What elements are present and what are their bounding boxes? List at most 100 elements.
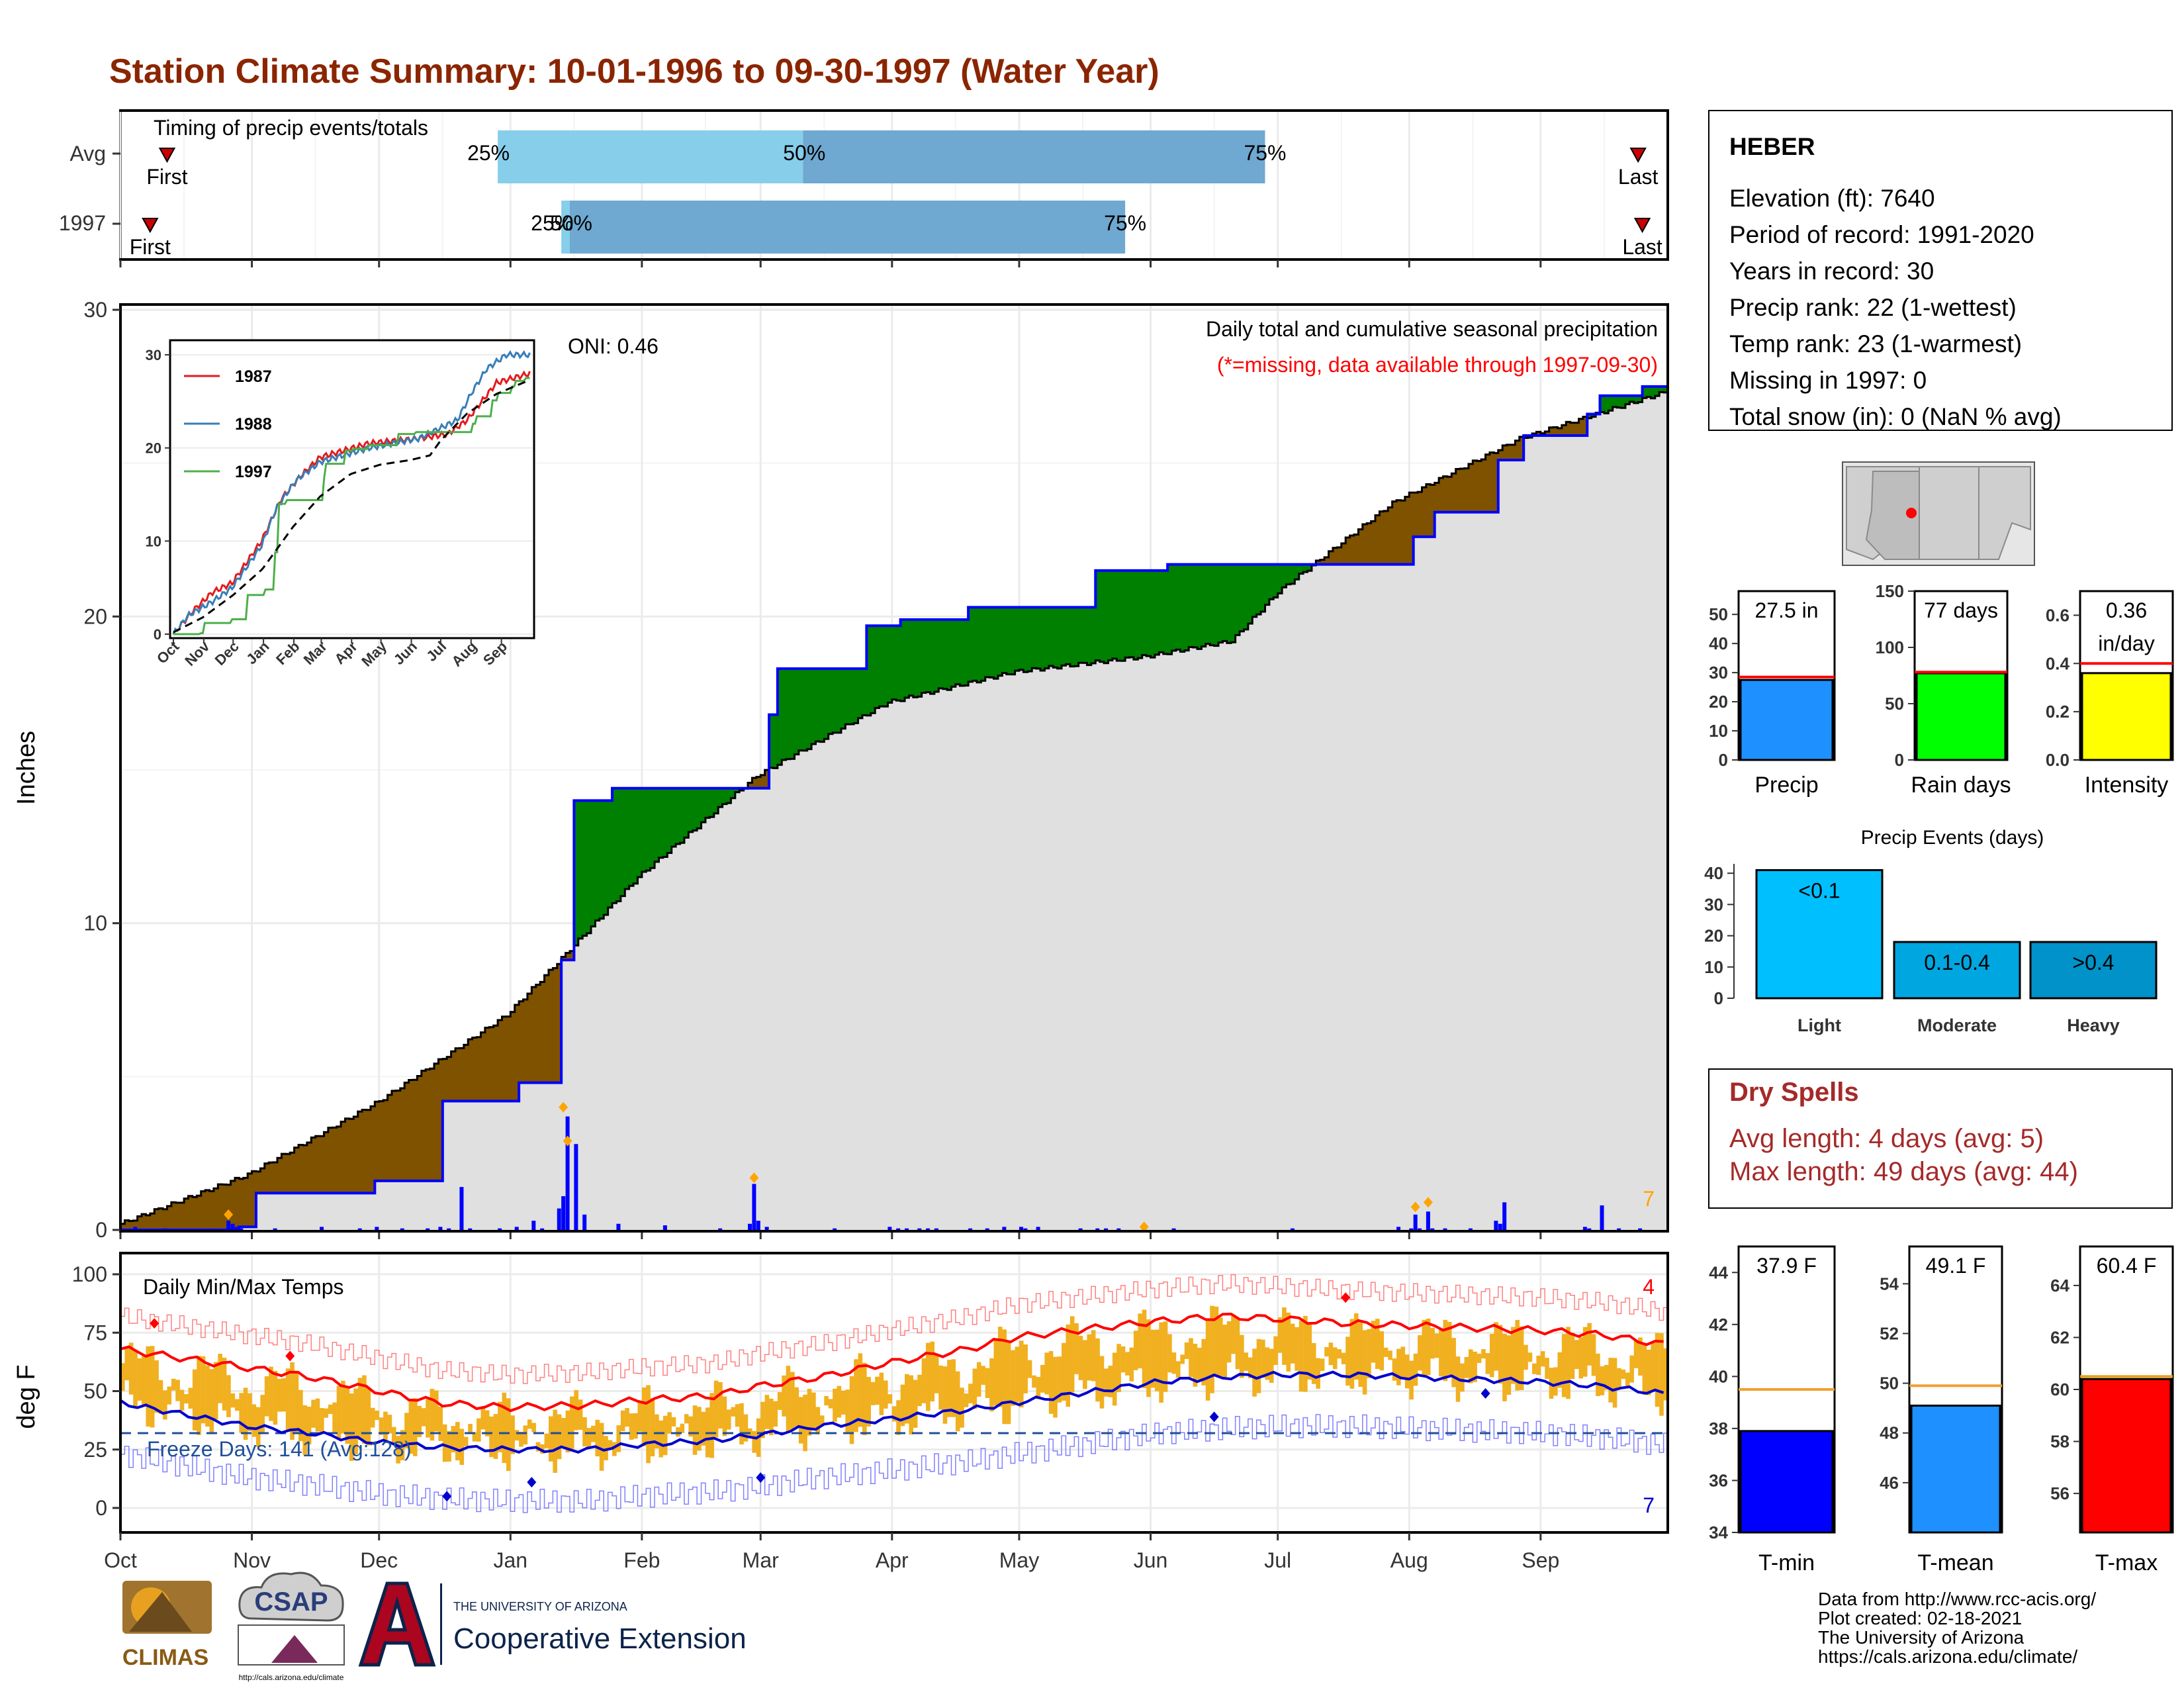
below-avg-fill bbox=[197, 1196, 202, 1230]
daily-temp-bar bbox=[637, 1401, 643, 1432]
mini-panel-tick-label: 42 bbox=[1709, 1315, 1728, 1335]
daily-temp-bar bbox=[595, 1419, 600, 1457]
daily-temp-bar bbox=[222, 1357, 227, 1411]
daily-temp-bar bbox=[527, 1419, 532, 1429]
mini-panel-tick-label: 0.0 bbox=[2046, 750, 2070, 770]
mini-panel-tick-label: 54 bbox=[1880, 1274, 1899, 1293]
daily-temp-bar bbox=[828, 1399, 833, 1409]
daily-temp-bar bbox=[798, 1397, 803, 1444]
daily-precip-bar bbox=[273, 1228, 277, 1230]
daily-temp-bar bbox=[540, 1444, 545, 1454]
above-avg-fill bbox=[731, 788, 736, 798]
below-avg-fill bbox=[764, 770, 770, 788]
above-avg-fill bbox=[1175, 564, 1181, 650]
daily-temp-bar bbox=[396, 1436, 400, 1464]
below-avg-fill bbox=[1519, 436, 1524, 461]
daily-precip-bar bbox=[934, 1228, 938, 1230]
above-avg-fill bbox=[1087, 607, 1092, 665]
daily-precip-bar bbox=[498, 1228, 502, 1230]
above-avg-fill bbox=[1633, 395, 1639, 403]
above-avg-fill bbox=[1265, 564, 1270, 605]
last-event-marker bbox=[1629, 148, 1647, 164]
above-avg-fill bbox=[726, 788, 731, 804]
above-avg-fill bbox=[659, 788, 664, 858]
mini-panel-label: T-min bbox=[1758, 1550, 1815, 1575]
daily-temp-bar bbox=[1116, 1344, 1121, 1393]
daily-temp-bar bbox=[1163, 1321, 1168, 1392]
station-period: Period of record: 1991-2020 bbox=[1729, 221, 2034, 248]
daily-temp-bar bbox=[290, 1362, 295, 1440]
daily-precip-bar bbox=[896, 1228, 901, 1230]
daily-temp-bar bbox=[332, 1402, 337, 1432]
above-avg-fill bbox=[1222, 564, 1228, 641]
climas-mountain-icon bbox=[129, 1592, 192, 1632]
daily-temp-bar bbox=[1040, 1364, 1045, 1393]
daily-temp-bar bbox=[561, 1418, 566, 1447]
daily-temp-bar bbox=[1099, 1356, 1105, 1409]
below-avg-fill bbox=[205, 1190, 210, 1230]
below-avg-fill bbox=[1353, 534, 1359, 565]
daily-temp-bar bbox=[404, 1413, 409, 1448]
below-avg-fill bbox=[1341, 543, 1346, 565]
daily-temp-bar bbox=[790, 1372, 795, 1430]
below-avg-fill bbox=[315, 1136, 320, 1194]
daily-temp-bar bbox=[553, 1409, 557, 1473]
events-bar-label: >0.4 bbox=[2072, 951, 2114, 974]
daily-temp-bar bbox=[1612, 1358, 1617, 1408]
daily-precip-bar bbox=[320, 1227, 324, 1230]
events-bar bbox=[2029, 941, 2158, 1000]
above-avg-fill bbox=[1116, 570, 1122, 661]
daily-temp-bar bbox=[426, 1399, 430, 1438]
above-avg-fill bbox=[896, 626, 901, 701]
daily-temp-bar bbox=[1341, 1352, 1346, 1364]
precip-events-panel: Precip Events (days) 0 10 20 30 40 <0.1 Light 0… bbox=[1704, 827, 2167, 1035]
above-avg-fill bbox=[769, 714, 774, 768]
daily-temp-bar bbox=[1261, 1339, 1265, 1378]
daily-temp-bar bbox=[1646, 1349, 1651, 1395]
daily-temp-bar bbox=[955, 1371, 960, 1432]
below-avg-fill bbox=[175, 1202, 181, 1230]
above-avg-fill bbox=[1303, 564, 1308, 573]
locator-map bbox=[1842, 461, 2035, 566]
daily-temp-bar bbox=[671, 1417, 676, 1427]
daily-temp-bar bbox=[1218, 1317, 1223, 1376]
daily-temp-bar bbox=[1510, 1327, 1516, 1384]
month-tick-label: Jan bbox=[494, 1548, 528, 1572]
above-avg-fill bbox=[866, 626, 872, 716]
daily-temp-bar bbox=[1286, 1312, 1291, 1372]
daily-temp-bar bbox=[1413, 1353, 1418, 1386]
above-avg-fill bbox=[608, 800, 613, 908]
daily-temp-bar bbox=[934, 1353, 939, 1393]
season-temps-panel: 34 36 38 40 42 44 37.9 F T-min 46 48 50 52 54 49.1 F T… bbox=[1709, 1245, 2174, 1575]
daily-temp-bar bbox=[1638, 1337, 1643, 1376]
daily-temp-bar bbox=[213, 1362, 218, 1420]
daily-temp-bar bbox=[434, 1390, 439, 1432]
daily-temp-bar bbox=[548, 1416, 553, 1462]
above-avg-fill bbox=[1184, 564, 1189, 651]
above-avg-fill bbox=[862, 669, 867, 716]
daily-temp-bar bbox=[1519, 1326, 1524, 1390]
below-avg-fill bbox=[1383, 510, 1388, 565]
daily-temp-bar bbox=[1167, 1334, 1172, 1373]
daily-precip-bar bbox=[1582, 1227, 1587, 1230]
daily-precip-bar bbox=[1638, 1228, 1643, 1230]
month-tick-label: Sep bbox=[1522, 1548, 1559, 1572]
daily-temp-bar bbox=[506, 1398, 511, 1472]
daily-precip-bar bbox=[426, 1228, 430, 1230]
daily-temp-bar bbox=[735, 1404, 740, 1427]
below-avg-fill bbox=[362, 1109, 367, 1194]
daily-temp-bar bbox=[510, 1415, 515, 1454]
above-avg-fill bbox=[1282, 564, 1287, 588]
below-avg-fill bbox=[128, 1221, 134, 1230]
daily-temp-bar bbox=[146, 1346, 151, 1427]
ua-a-icon bbox=[358, 1581, 436, 1667]
daily-temp-bar bbox=[942, 1366, 948, 1424]
above-avg-fill bbox=[1646, 386, 1651, 397]
above-avg-fill bbox=[655, 788, 660, 862]
precip-frame bbox=[119, 303, 1669, 1233]
above-avg-fill bbox=[1159, 570, 1164, 653]
daily-temp-bar bbox=[905, 1374, 909, 1424]
below-avg-fill bbox=[408, 1080, 414, 1181]
above-avg-fill bbox=[1011, 607, 1016, 675]
temp-y-tick-label: 100 bbox=[72, 1262, 107, 1286]
